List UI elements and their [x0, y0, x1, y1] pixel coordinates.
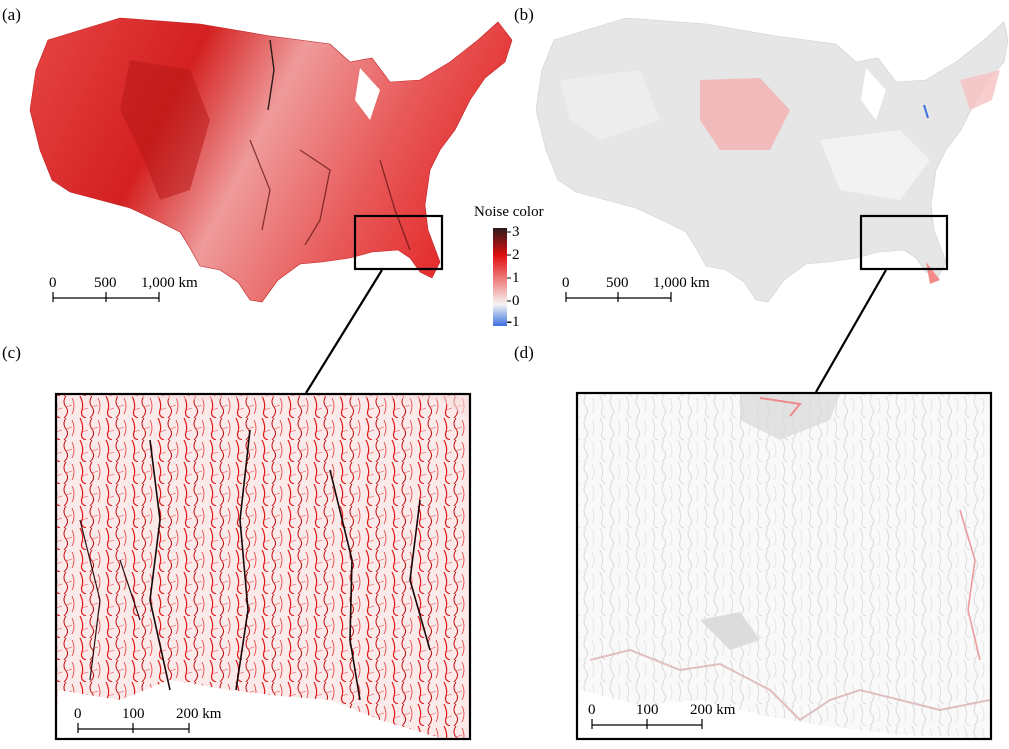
colorbar-title: Noise color	[474, 204, 544, 220]
inset-box-b	[859, 214, 949, 271]
inset-frame-d	[575, 391, 993, 741]
inset-frame-c	[54, 392, 472, 741]
scalebar-d-tick-0: 0	[588, 702, 596, 718]
map-b-conus	[535, 17, 1009, 303]
colorbar	[493, 228, 511, 326]
colorbar-tick-3: 3	[512, 224, 520, 240]
colorbar-tick-1: 1	[512, 270, 520, 286]
inset-box-a	[353, 214, 444, 271]
colorbar-tick-2: 2	[512, 247, 520, 263]
panel-label-c: (c)	[2, 343, 21, 362]
scalebar-c-tick-200: 200 km	[176, 706, 222, 722]
leader-line-a	[305, 269, 383, 394]
panel-label-d: (d)	[514, 343, 534, 362]
colorbar-tick-neg1: -1	[507, 314, 520, 330]
scalebar-a-tick-500: 500	[94, 275, 117, 291]
scalebar-a-tick-0: 0	[49, 275, 57, 291]
scalebar-d	[591, 719, 703, 729]
scalebar-d-tick-200: 200 km	[690, 702, 736, 718]
map-a-conus	[29, 17, 513, 303]
scalebar-d-tick-100: 100	[636, 702, 659, 718]
scalebar-a	[52, 292, 160, 302]
panel-label-b: (b)	[514, 5, 534, 24]
scalebar-b	[565, 292, 672, 302]
inset-map-d	[577, 393, 991, 739]
scalebar-a-tick-1000: 1,000 km	[141, 275, 198, 291]
scalebar-b-tick-1000: 1,000 km	[653, 275, 710, 291]
scalebar-c-tick-0: 0	[74, 706, 82, 722]
scalebar-b-tick-500: 500	[606, 275, 629, 291]
colorbar-tick-0: 0	[512, 293, 520, 309]
panel-label-a: (a)	[2, 5, 21, 24]
inset-map-c	[56, 394, 470, 739]
scalebar-b-tick-0: 0	[562, 275, 570, 291]
scalebar-c-tick-100: 100	[122, 706, 145, 722]
scalebar-c	[77, 723, 190, 733]
leader-line-b	[815, 269, 887, 393]
